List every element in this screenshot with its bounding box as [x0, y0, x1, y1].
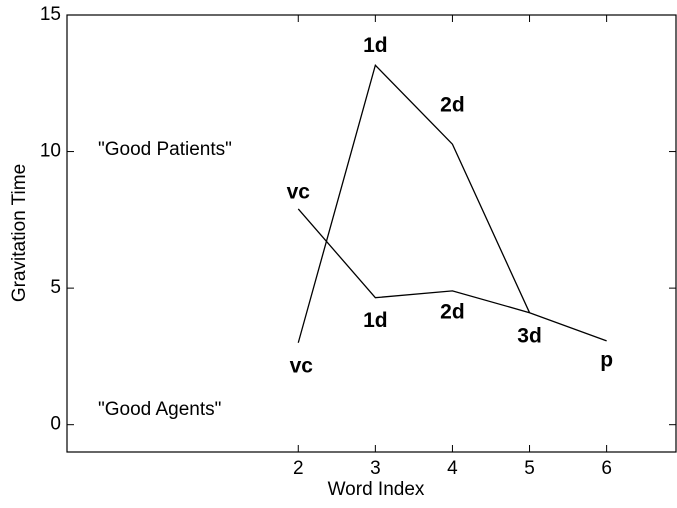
y-tick-label: 15: [40, 4, 61, 25]
x-tick-label: 6: [601, 458, 612, 479]
point-label: vc: [287, 180, 311, 203]
plot-frame: [66, 14, 677, 453]
point-label: 2d: [440, 94, 465, 117]
point-label: 3d: [517, 324, 542, 347]
series-line: [297, 63, 531, 343]
x-tick-label: 4: [447, 458, 458, 479]
y-axis-label: Gravitation Time: [9, 164, 30, 302]
annotation: "Good Agents": [98, 399, 221, 420]
point-label: p: [600, 348, 613, 371]
point-label: 2d: [440, 300, 465, 323]
x-tick-label: 2: [293, 458, 304, 479]
point-label: 1d: [363, 34, 388, 57]
x-tick-label: 3: [370, 458, 381, 479]
point-label: vc: [290, 354, 314, 377]
y-tick-label: 10: [40, 141, 61, 162]
y-tick-label: 0: [50, 414, 61, 435]
x-axis-label: Word Index: [328, 479, 425, 500]
series-line: [297, 208, 607, 342]
y-tick-label: 5: [50, 277, 61, 298]
point-label: 1d: [363, 309, 388, 332]
x-tick-label: 5: [524, 458, 535, 479]
annotation: "Good Patients": [98, 139, 232, 160]
